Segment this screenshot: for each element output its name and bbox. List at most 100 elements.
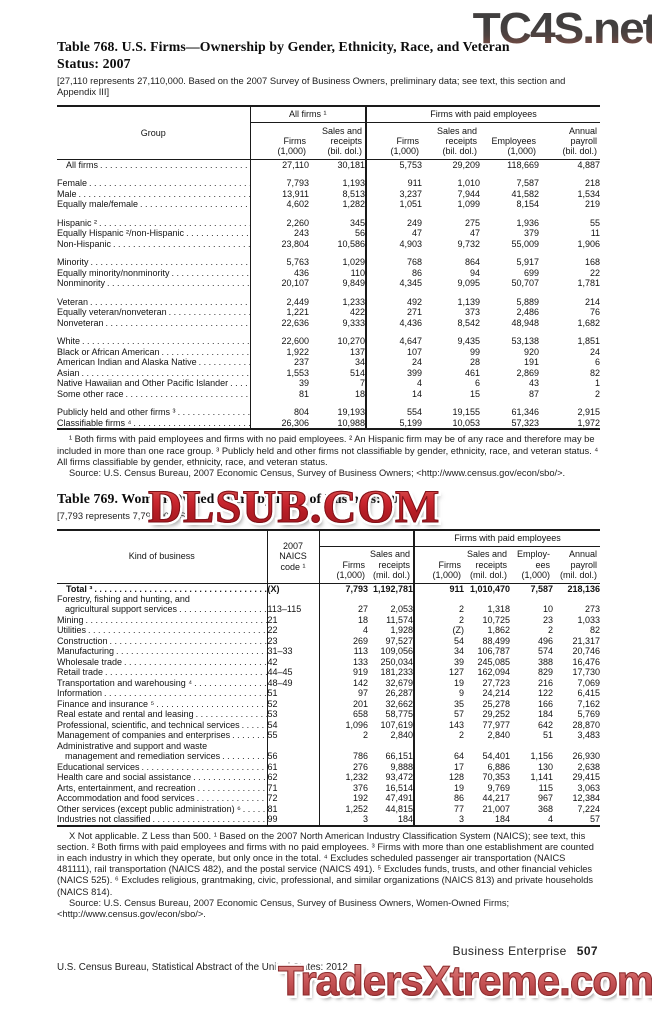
row-label: White — [57, 336, 250, 347]
cell-value: 50,707 — [511, 278, 539, 289]
cell-value: 2 — [413, 594, 464, 615]
cell-value: 51 — [542, 730, 553, 741]
table-row: Administrative and support and waste mana… — [57, 740, 600, 762]
cell-value — [309, 249, 366, 257]
column-header: Sales and receipts (bil. dol.) — [422, 122, 480, 160]
cell-value: 55,009 — [511, 238, 539, 249]
cell-value: 5,753 — [365, 159, 422, 171]
cell-value: 29,415 — [572, 772, 601, 783]
cell-value: 128 — [413, 772, 464, 783]
cell-value: 47,491 — [385, 793, 413, 804]
cell-value: 1,232 — [318, 772, 368, 783]
cell-value: 10,988 — [337, 417, 365, 428]
cell-value: 5,769 — [577, 709, 601, 720]
cell-value: 93,472 — [385, 772, 413, 783]
stub-header: Group — [57, 105, 250, 160]
column-header: Sales and receipts (mil. dol.) — [464, 546, 510, 584]
cell-value: 16,476 — [572, 656, 601, 667]
cell-value: 184 — [537, 709, 553, 720]
cell-value — [539, 399, 600, 407]
table-row: Accommodation and food services72192 47,4… — [57, 793, 600, 804]
column-header: Employ- ees (1,000) — [510, 546, 553, 584]
cell-value: 5,889 — [516, 296, 539, 307]
cell-value: 25,278 — [482, 698, 510, 709]
cell-value: 19,155 — [452, 407, 480, 418]
cell-value: 1,928 — [390, 625, 413, 636]
cell-value: 191 — [523, 357, 539, 368]
cell-value: 48–49 — [266, 677, 319, 689]
cell-value — [365, 170, 422, 179]
group-header-all-firms: All firms ¹ — [249, 105, 366, 123]
cell-value: 1,233 — [342, 296, 365, 307]
cell-value: 76 — [590, 307, 601, 318]
table-768-footnotes: ¹ Both firms with paid employees and fir… — [57, 434, 602, 479]
table-gap-row — [57, 399, 600, 408]
table-row: Utilities224 1,928(Z) 1,862 2 82 — [57, 625, 600, 636]
cell-value — [249, 249, 309, 258]
cell-value: 5,199 — [365, 417, 422, 430]
table-row: Native Hawaiian and Other Pacific Island… — [57, 378, 600, 389]
row-label: All firms — [57, 159, 250, 170]
cell-value: 9,435 — [457, 336, 480, 347]
cell-value — [480, 399, 539, 407]
cell-value: 1,193 — [342, 178, 365, 189]
cell-value: 44,217 — [482, 793, 510, 804]
row-label: Equally minority/nonminority — [57, 268, 250, 279]
cell-value: 31–33 — [266, 646, 319, 657]
cell-value — [480, 170, 539, 178]
row-label — [57, 210, 250, 218]
cell-value: 54,401 — [482, 751, 510, 762]
cell-value: 1,318 — [487, 604, 510, 615]
cell-value: 130 — [537, 761, 553, 772]
cell-value: 86 — [365, 267, 422, 279]
row-label: Transportation and warehousing ⁴ — [57, 678, 267, 689]
table-row: Health care and social assistance621,232… — [57, 772, 600, 783]
cell-value: 41,582 — [511, 188, 539, 199]
cell-value: 514 — [349, 367, 365, 378]
cell-value: 699 — [523, 267, 539, 278]
cell-value: 6,415 — [577, 688, 601, 699]
cell-value: 237 — [249, 357, 309, 368]
cell-value: 7,944 — [457, 188, 480, 199]
cell-value: 2,638 — [577, 761, 601, 772]
cell-value: 3,483 — [577, 730, 601, 741]
cell-value — [480, 328, 539, 336]
cell-value: 1,972 — [577, 417, 601, 428]
cell-value: 55 — [590, 217, 601, 228]
cell-value — [539, 328, 600, 336]
cell-value: 166 — [537, 698, 553, 709]
cell-value: 269 — [318, 635, 368, 647]
cell-value: 11 — [590, 228, 601, 239]
cell-value: 19 — [413, 782, 464, 794]
cell-value: 1,010 — [457, 178, 480, 189]
row-label — [57, 399, 250, 407]
table-769-headnote: [7,793 represents 7,793,000. Se — [57, 510, 191, 522]
cell-value: 7,587 — [530, 583, 553, 594]
cell-value: 6 — [474, 378, 480, 389]
cell-value: 110 — [350, 267, 365, 278]
row-label: Information — [57, 688, 267, 699]
cell-value — [249, 288, 309, 297]
cell-value: 115 — [538, 782, 553, 793]
cell-value: 99 — [266, 814, 319, 826]
row-label: Equally Hispanic ²/non-Hispanic — [57, 228, 250, 239]
column-header: Annual payroll (bil. dol.) — [539, 122, 601, 160]
cell-value: 162,094 — [477, 667, 510, 678]
cell-value: 26,306 — [249, 417, 309, 430]
row-label: Retail trade — [57, 667, 267, 678]
cell-value: 88,499 — [482, 635, 510, 646]
cell-value: 1,781 — [577, 278, 601, 289]
cell-value: 9,769 — [487, 782, 510, 793]
cell-value: 2,486 — [516, 307, 539, 318]
cell-value: 9,849 — [342, 278, 365, 289]
cell-value: 3 — [318, 814, 368, 826]
